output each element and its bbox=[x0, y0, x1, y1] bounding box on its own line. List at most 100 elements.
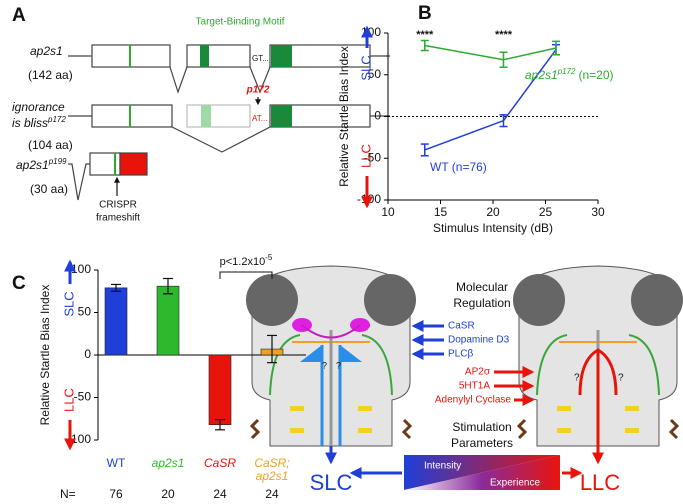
protein-length: (104 aa) bbox=[28, 138, 73, 152]
category-label-box: WT bbox=[106, 457, 126, 470]
error-bar bbox=[499, 51, 508, 68]
bar bbox=[208, 354, 232, 425]
panel-label: B bbox=[418, 3, 432, 24]
intron bbox=[169, 66, 188, 94]
x-tick-label: CaSR bbox=[203, 457, 236, 470]
y-axis-label: Relative Startle Bias Index bbox=[38, 285, 52, 426]
n-label: N= bbox=[60, 487, 76, 501]
series-name: ap2s1 bbox=[525, 68, 558, 82]
y-tick-label: -50 bbox=[364, 150, 382, 164]
fish-head bbox=[246, 265, 416, 447]
series-label: ap2s1p172 (n=20) bbox=[525, 67, 614, 82]
gene-name: ap2s1 bbox=[30, 44, 63, 58]
n-value: 76 bbox=[109, 487, 123, 501]
significance-bracket bbox=[219, 271, 273, 279]
n-value: 24 bbox=[265, 487, 279, 501]
motif bbox=[271, 45, 292, 67]
llc-factor: Adenylyl Cyclase bbox=[435, 395, 512, 406]
error-bar bbox=[111, 283, 121, 292]
series-name-sup: p172 bbox=[557, 67, 576, 76]
unknown: ? bbox=[618, 373, 624, 384]
llc-arrows bbox=[494, 366, 535, 406]
spinal-cord bbox=[249, 418, 413, 440]
series-line bbox=[424, 49, 557, 151]
gene-shapes bbox=[68, 44, 390, 201]
exon bbox=[186, 44, 251, 68]
x-tick-label: ap2s1 bbox=[151, 457, 185, 470]
gene-diagram: Target-Binding Motif bbox=[12, 17, 390, 224]
output-label: LLC bbox=[580, 470, 620, 495]
unknown: ? bbox=[336, 360, 341, 370]
section-title: Stimulation bbox=[452, 420, 511, 434]
gradient-label: Experience bbox=[490, 478, 540, 489]
significance-label: p<1.2x10-5 bbox=[220, 253, 273, 268]
category-label-box: CaSR bbox=[203, 457, 236, 470]
series-label: WT (n=76) bbox=[430, 160, 487, 174]
n-value: 24 bbox=[213, 487, 227, 501]
y-tick-label: -100 bbox=[357, 192, 381, 206]
slc-factor: CaSR bbox=[448, 321, 475, 332]
x-tick-label: 20 bbox=[486, 205, 500, 219]
y-tick-label: 50 bbox=[78, 305, 92, 319]
motif bbox=[271, 105, 292, 127]
annotation: CRISPR bbox=[99, 200, 137, 211]
neuron bbox=[320, 345, 342, 446]
x-tick-label: WT bbox=[106, 457, 126, 470]
direction-label: LLC bbox=[358, 144, 373, 168]
significance: **** bbox=[495, 29, 513, 41]
intron bbox=[249, 66, 271, 94]
error-bar bbox=[215, 419, 225, 431]
synapses bbox=[290, 406, 372, 433]
category-label-box: CaSR; ap2s1 bbox=[254, 457, 290, 483]
output-label: SLC bbox=[310, 470, 353, 495]
unknown: ? bbox=[322, 360, 327, 370]
significance-sup: -5 bbox=[265, 253, 273, 262]
section-title: Regulation bbox=[453, 296, 510, 310]
x-tick-label: CaSR; ap2s1 bbox=[254, 457, 290, 483]
slc-factor: Dopamine D3 bbox=[448, 335, 510, 346]
gradient-label: Intensity bbox=[424, 461, 461, 472]
section-title: Molecular bbox=[456, 280, 508, 294]
x-tick-label: 30 bbox=[591, 205, 605, 219]
significance: **** bbox=[416, 29, 434, 41]
error-bar bbox=[267, 334, 277, 364]
y-tick-label: 0 bbox=[84, 347, 91, 361]
significance-text: p<1.2x10 bbox=[220, 256, 266, 268]
error-bar bbox=[552, 40, 560, 56]
neuron-cell bbox=[300, 345, 362, 362]
y-tick-label: 50 bbox=[368, 67, 382, 81]
x-tick-label: 25 bbox=[539, 205, 553, 219]
error-bar bbox=[420, 143, 429, 157]
model-diagram: ? ? ? ? Molecular Regulation CaSR Dopami… bbox=[246, 264, 683, 495]
y-axis-label: Relative Startle Bias Index bbox=[337, 46, 351, 187]
error-bar bbox=[420, 39, 429, 52]
slc-arrows bbox=[411, 320, 444, 360]
eye bbox=[246, 274, 298, 326]
frameshift-region bbox=[119, 152, 148, 176]
splice-site: GT... bbox=[252, 54, 269, 63]
slc-factor: PLCβ bbox=[448, 349, 473, 360]
bar bbox=[156, 285, 180, 356]
panel-label: C bbox=[12, 273, 26, 294]
protein-length: (30 aa) bbox=[30, 182, 68, 196]
protein-length: (142 aa) bbox=[28, 68, 73, 82]
unknown: ? bbox=[574, 373, 580, 384]
n-value: 20 bbox=[161, 487, 175, 501]
direction-label: LLC bbox=[61, 388, 76, 412]
x-tick-label: 10 bbox=[381, 205, 395, 219]
skipped-exon bbox=[186, 104, 251, 128]
llc-factor: 5HT1A bbox=[459, 381, 490, 392]
neuron bbox=[301, 324, 361, 339]
y-tick-label: 100 bbox=[71, 262, 91, 276]
motif-label: Target-Binding Motif bbox=[196, 17, 285, 28]
direction-label: SLC bbox=[358, 55, 373, 80]
category-label-box: ap2s1 bbox=[151, 457, 185, 470]
allele: p199 bbox=[48, 157, 67, 166]
y-tick-label: 0 bbox=[374, 109, 381, 123]
direction-label: SLC bbox=[61, 291, 76, 316]
motif bbox=[200, 45, 209, 67]
splice-site: AT... bbox=[252, 114, 267, 123]
neuron bbox=[578, 348, 618, 446]
gene-name-part: is bliss bbox=[12, 116, 48, 130]
